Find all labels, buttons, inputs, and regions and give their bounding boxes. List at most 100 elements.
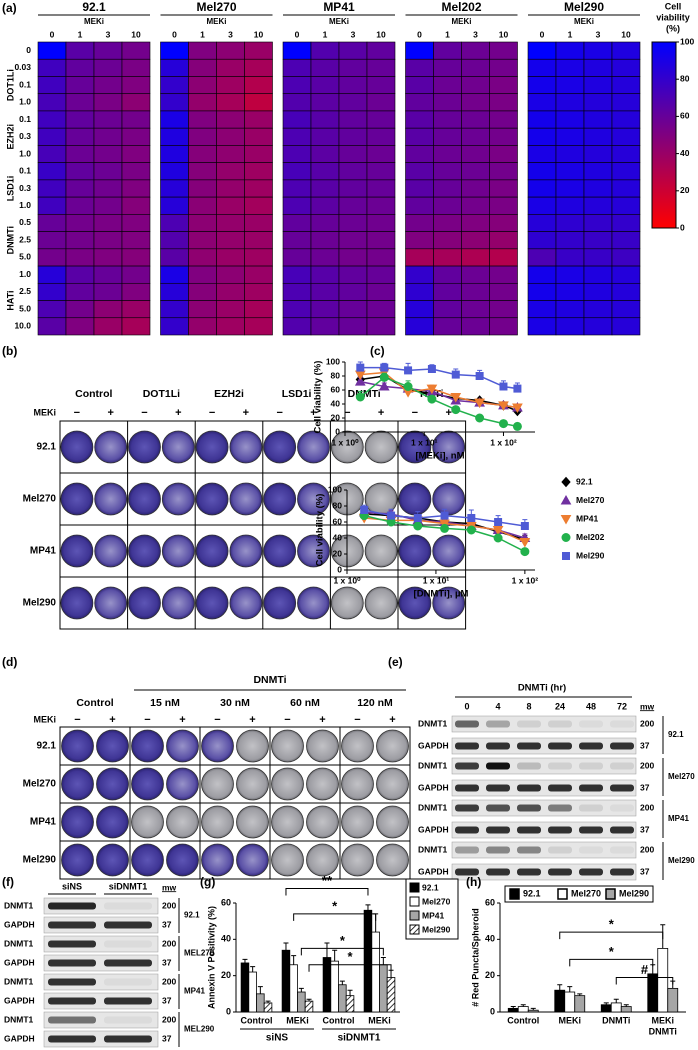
heatmap-cell: [366, 127, 396, 146]
heatmap-cell: [93, 179, 123, 198]
blot-band: [48, 921, 96, 929]
colorbar-title: viability: [656, 12, 690, 22]
blot-band: [455, 742, 479, 750]
heatmap-cell: [310, 214, 340, 232]
plate: [61, 767, 94, 801]
plate: [297, 586, 330, 620]
column-label: 10: [131, 29, 141, 39]
heatmap-cell: [93, 214, 123, 232]
heatmap-cell: [37, 317, 67, 336]
blot-band: [548, 762, 572, 770]
heatmap-cell: [338, 214, 368, 232]
heatmap-cell: [37, 179, 67, 198]
significance-label: #: [641, 962, 649, 977]
blot-band: [517, 720, 541, 728]
heatmap-cell: [216, 265, 245, 284]
row-label: 0.1: [19, 114, 31, 124]
heatmap-cell: [433, 248, 462, 267]
blot-band: [48, 1035, 96, 1043]
heatmap-cell: [310, 300, 340, 319]
protein-label: GAPDH: [418, 866, 449, 876]
error-bar: [339, 980, 345, 985]
heatmap-cell: [611, 196, 641, 215]
heatmap-cell: [37, 127, 67, 146]
y-tick-label: 20: [221, 970, 231, 980]
heatmap-cell: [65, 282, 95, 301]
mw-label: 37: [162, 995, 172, 1005]
heatmap-cell: [282, 58, 312, 77]
heatmap-cell: [282, 41, 312, 60]
heatmap-cell: [489, 231, 518, 250]
bar: [610, 1002, 622, 1013]
heatmap-cell: [65, 162, 95, 181]
legend-marker: [561, 533, 571, 542]
blot-band: [610, 846, 634, 854]
heatmap-cell: [527, 41, 557, 60]
heatmap-cell: [366, 179, 396, 198]
error-bar: [265, 1000, 271, 1003]
column-label: 10: [621, 29, 631, 39]
heatmap-cell: [160, 317, 189, 336]
treatment-label: MEKi: [34, 407, 57, 417]
blot-band: [48, 902, 96, 910]
bar: [527, 1009, 539, 1013]
heatmap-cell: [366, 110, 396, 129]
legend-label: Mel270: [422, 896, 451, 906]
blot-band: [486, 784, 510, 792]
mw-label: 37: [640, 824, 650, 834]
heatmap-cell: [555, 76, 585, 95]
error-bar: [324, 942, 330, 958]
plate: [341, 805, 374, 839]
heatmap-cell: [37, 145, 67, 163]
cell-label: 92.1: [668, 730, 684, 739]
heatmap-cell: [216, 248, 245, 267]
blot-strip: [451, 737, 637, 755]
blot-strip: [43, 916, 159, 934]
heatmap-cell: [611, 214, 641, 232]
column-label: 10: [376, 29, 386, 39]
plate: [236, 767, 269, 801]
marker: [413, 521, 423, 531]
heatmap-title: 92.1: [82, 0, 106, 14]
heatmap-cell: [188, 214, 217, 232]
y-tick-label: 20: [485, 970, 495, 980]
plate: [376, 767, 409, 801]
heatmap-cell: [527, 282, 557, 301]
legend-marker: [561, 476, 571, 488]
heatmap-cell: [121, 93, 151, 112]
heatmap-cell: [527, 110, 557, 129]
error-bar: [257, 986, 263, 994]
error-bar: [332, 949, 338, 962]
plate: [432, 586, 466, 620]
plate: [166, 729, 199, 763]
blot-band: [610, 868, 634, 876]
colorbar: [651, 41, 677, 229]
marker: [519, 538, 531, 548]
blot-band: [610, 742, 634, 750]
error-bar: [567, 986, 573, 993]
heatmap-cell: [282, 93, 312, 112]
heatmap-cell: [282, 317, 312, 336]
mw-label: 200: [640, 760, 654, 770]
plate: [166, 805, 199, 839]
heatmap-cell: [489, 127, 518, 146]
row-label: 0.1: [19, 166, 31, 176]
blot-band: [579, 868, 603, 876]
column-label: 3: [106, 29, 111, 39]
plate: [128, 534, 161, 568]
protein-label: DNMT1: [418, 844, 448, 854]
heatmap-cell: [583, 248, 613, 267]
column-label: 3: [596, 29, 601, 39]
plate: [236, 729, 269, 763]
sign: −: [412, 407, 418, 419]
protein-label: DNMT1: [4, 900, 34, 910]
heatmap-cell: [366, 41, 396, 60]
marker: [427, 365, 436, 373]
plate: [195, 586, 229, 620]
blot-band: [486, 826, 510, 834]
x-tick-label: DNMTi: [602, 1015, 630, 1025]
legend-label: Mel270: [576, 495, 605, 505]
protein-label: GAPDH: [418, 782, 449, 792]
plate: [229, 534, 263, 568]
heatmap-cell: [121, 145, 151, 163]
